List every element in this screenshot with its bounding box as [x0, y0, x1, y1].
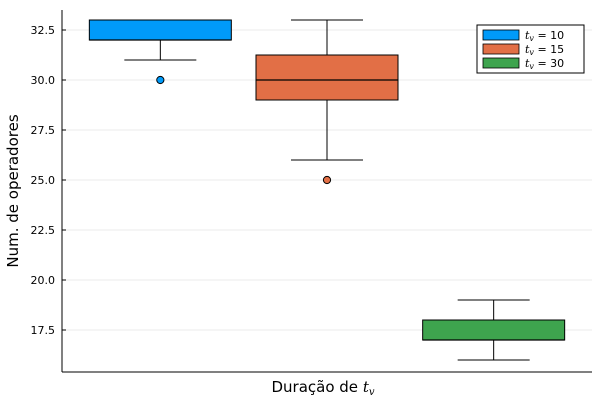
box-body: [88, 19, 232, 41]
y-tick-label: 17.5: [31, 324, 56, 337]
y-tick-label: 22.5: [31, 224, 56, 237]
outlier-point: [156, 75, 165, 85]
y-tick-label: 20.0: [31, 274, 56, 287]
y-tick-labels: 17.5 20.0 22.5 25.0 27.5 30.0 32.5: [31, 24, 66, 337]
legend-label: tv = 10: [525, 29, 564, 43]
box-series: [422, 299, 566, 361]
y-tick-label: 30.0: [31, 74, 56, 87]
box-body: [422, 319, 566, 341]
y-tick-label: 32.5: [31, 24, 56, 37]
outlier-point: [322, 175, 332, 185]
legend-swatch: [482, 57, 520, 69]
y-tick-label: 27.5: [31, 124, 56, 137]
legend-label: tv = 15: [525, 43, 564, 57]
y-axis-label: Num. de operadores: [4, 114, 22, 267]
axes: [61, 10, 592, 373]
box-body: [255, 54, 399, 101]
y-tick-label: 25.0: [31, 174, 56, 187]
legend-label: tv = 30: [525, 57, 564, 71]
x-axis-label: Duração de tv: [271, 378, 374, 398]
box-series: [255, 19, 399, 185]
box-series: [88, 19, 232, 85]
legend-swatch: [482, 43, 520, 55]
legend-swatch: [482, 29, 520, 41]
plot-area: [88, 19, 566, 361]
